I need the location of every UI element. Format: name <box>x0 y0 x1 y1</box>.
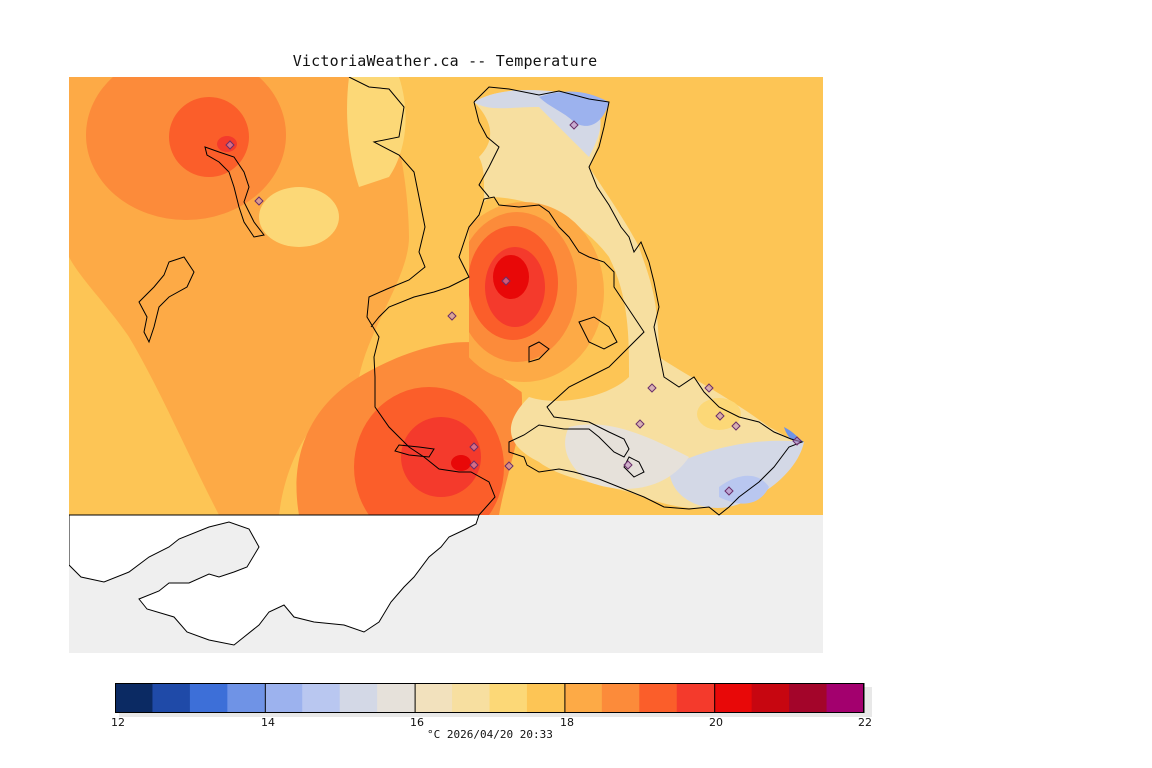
station-marker <box>724 486 734 496</box>
legend-bin <box>676 683 715 713</box>
station-marker <box>704 383 714 393</box>
landmass-south <box>69 514 480 646</box>
legend-bin <box>489 683 528 713</box>
legend-tick: 14 <box>261 716 275 729</box>
legend-bin <box>564 683 603 713</box>
legend-bin <box>526 683 565 713</box>
station-markers <box>225 120 802 496</box>
legend-tick: 12 <box>111 716 125 729</box>
legend-color-bar <box>115 683 872 717</box>
station-marker <box>731 421 741 431</box>
legend-bin <box>452 683 490 713</box>
station-marker <box>569 120 579 130</box>
legend-border <box>115 683 864 713</box>
legend-bin <box>189 683 228 713</box>
legend-tick: 16 <box>410 716 424 729</box>
legend-bin <box>639 683 678 713</box>
legend-bin <box>227 683 266 713</box>
station-marker <box>225 140 235 150</box>
coastlines <box>138 77 804 516</box>
legend-caption: °C 2026/04/20 20:33 <box>427 728 553 741</box>
station-marker <box>501 276 511 286</box>
legend-bin <box>826 683 865 713</box>
legend-bin <box>339 683 378 713</box>
temperature-field-east <box>469 90 804 509</box>
station-marker <box>504 461 514 471</box>
legend-bin <box>714 683 753 713</box>
station-marker <box>715 411 725 421</box>
station-marker <box>635 419 645 429</box>
station-marker <box>254 196 264 206</box>
station-marker <box>469 460 479 470</box>
station-marker <box>447 311 457 321</box>
legend-bin <box>264 683 303 713</box>
legend-bin <box>152 683 191 713</box>
temperature-map <box>69 77 823 653</box>
temperature-field <box>69 77 823 515</box>
legend-bin <box>377 683 416 713</box>
legend-bin <box>115 683 153 713</box>
legend-bin <box>751 683 790 713</box>
station-marker <box>792 436 802 446</box>
legend-bin <box>601 683 640 713</box>
legend-bin <box>302 683 341 713</box>
map-title: VictoriaWeather.ca -- Temperature <box>292 52 598 70</box>
legend-tick: 18 <box>560 716 574 729</box>
station-marker <box>623 460 633 470</box>
legend-tick: 20 <box>709 716 723 729</box>
station-marker <box>647 383 657 393</box>
station-marker <box>469 442 479 452</box>
legend-bin <box>414 683 453 713</box>
legend-bin <box>789 683 828 713</box>
legend-tick: 22 <box>858 716 872 729</box>
